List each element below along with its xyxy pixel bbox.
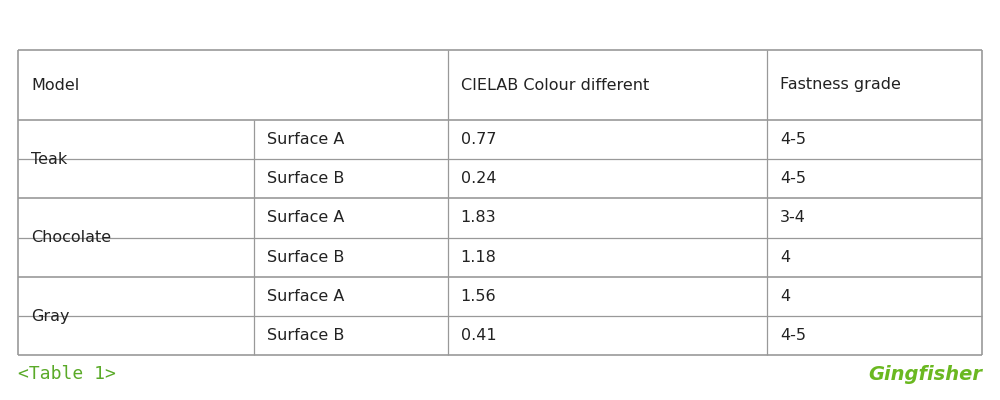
Text: Gingfisher: Gingfisher	[868, 364, 982, 384]
Text: Surface B: Surface B	[267, 328, 344, 343]
Text: <Table 1>: <Table 1>	[18, 365, 116, 383]
Text: 4-5: 4-5	[780, 171, 806, 186]
Text: 1.56: 1.56	[461, 289, 496, 304]
Text: Model: Model	[31, 78, 79, 92]
Text: 4: 4	[780, 289, 790, 304]
Text: CIELAB Colour different: CIELAB Colour different	[461, 78, 649, 92]
Text: Surface A: Surface A	[267, 289, 344, 304]
Text: Fastness grade: Fastness grade	[780, 78, 901, 92]
Text: 3-4: 3-4	[780, 210, 806, 226]
Text: Surface A: Surface A	[267, 210, 344, 226]
Text: 4-5: 4-5	[780, 328, 806, 343]
Text: Surface A: Surface A	[267, 132, 344, 147]
Text: 0.24: 0.24	[461, 171, 496, 186]
Text: 4: 4	[780, 250, 790, 265]
Text: 1.83: 1.83	[461, 210, 496, 226]
Text: Surface B: Surface B	[267, 171, 344, 186]
Text: 1.18: 1.18	[461, 250, 496, 265]
Text: Teak: Teak	[31, 152, 67, 167]
Text: Surface B: Surface B	[267, 250, 344, 265]
Text: 0.77: 0.77	[461, 132, 496, 147]
Text: 4-5: 4-5	[780, 132, 806, 147]
Text: Gray: Gray	[31, 308, 70, 324]
Text: Chocolate: Chocolate	[31, 230, 111, 245]
Text: 0.41: 0.41	[461, 328, 496, 343]
